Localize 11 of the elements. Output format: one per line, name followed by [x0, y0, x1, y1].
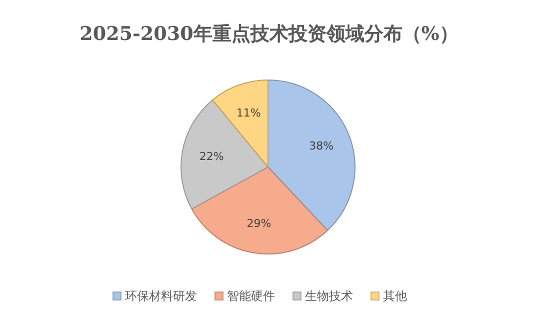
pie-slice — [180, 99, 268, 210]
legend-label: 环保材料研发 — [125, 289, 197, 303]
data-label: 11% — [236, 106, 261, 120]
pie-slice — [191, 166, 328, 254]
legend-label: 智能硬件 — [227, 289, 275, 303]
legend-label: 其他 — [383, 289, 407, 303]
legend-label: 生物技术 — [305, 289, 353, 303]
chart-title: 2025-2030年重点技术投资领域分布（%） — [80, 23, 458, 45]
data-label: 29% — [246, 217, 272, 230]
data-label: 38% — [309, 139, 334, 152]
data-label: 22% — [199, 150, 224, 163]
